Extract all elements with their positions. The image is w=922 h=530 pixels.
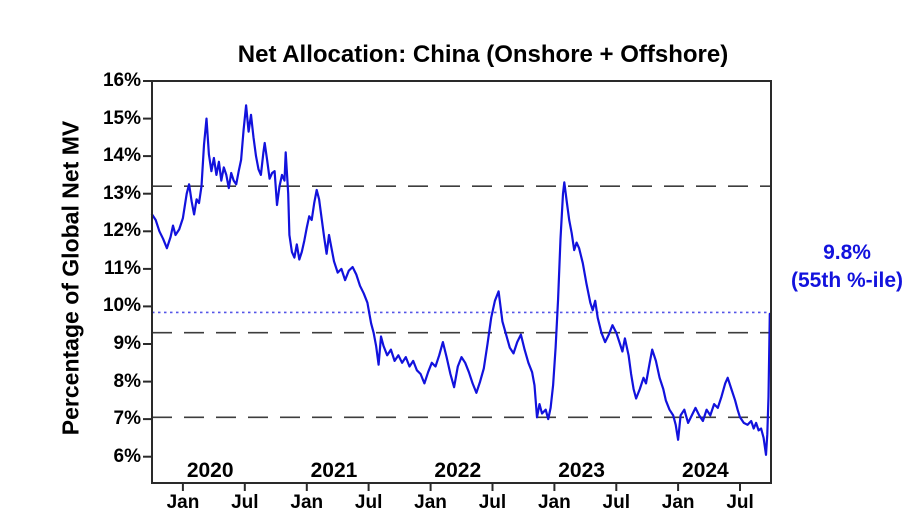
y-tick-label: 15% — [102, 107, 141, 129]
x-tick-label: Jan — [537, 492, 571, 513]
y-tick-label: 7% — [113, 408, 141, 430]
current-value-annotation: 9.8% (55th %-ile) — [772, 239, 922, 295]
x-tick-label: Jul — [726, 492, 754, 513]
x-tick-label: Jul — [478, 492, 507, 513]
x-tick-label: Jan — [290, 492, 324, 513]
plot-border — [151, 80, 772, 484]
year-label: 2021 — [310, 459, 358, 482]
year-label: 2024 — [682, 459, 729, 482]
chart-title: Net Allocation: China (Onshore + Offshor… — [237, 41, 729, 68]
y-tick-label: 16% — [102, 70, 141, 91]
y-tick-label: 13% — [102, 182, 141, 204]
y-tick-label: 12% — [102, 220, 141, 242]
y-tick-label: 14% — [102, 145, 141, 167]
x-tick-label: Jan — [166, 492, 200, 513]
x-tick-label: Jan — [414, 492, 447, 513]
x-tick-label: Jul — [602, 492, 630, 513]
y-tick-label: 11% — [104, 257, 141, 279]
annotation-percentile: (55th %-ile) — [790, 269, 903, 292]
y-tick-label: 8% — [113, 370, 141, 392]
year-label: 2023 — [558, 459, 605, 482]
y-tick-label: 6% — [113, 445, 141, 467]
year-label: 2020 — [186, 459, 234, 482]
year-label: 2022 — [434, 459, 482, 482]
x-tick-label: Jan — [661, 492, 695, 513]
y-tick-label: 9% — [113, 332, 141, 354]
x-tick-label: Jul — [231, 492, 259, 513]
allocation-line-series — [150, 104, 771, 456]
y-tick-label: 10% — [102, 295, 141, 317]
annotation-value: 9.8% — [823, 241, 871, 264]
x-tick-label: Jul — [354, 492, 383, 513]
